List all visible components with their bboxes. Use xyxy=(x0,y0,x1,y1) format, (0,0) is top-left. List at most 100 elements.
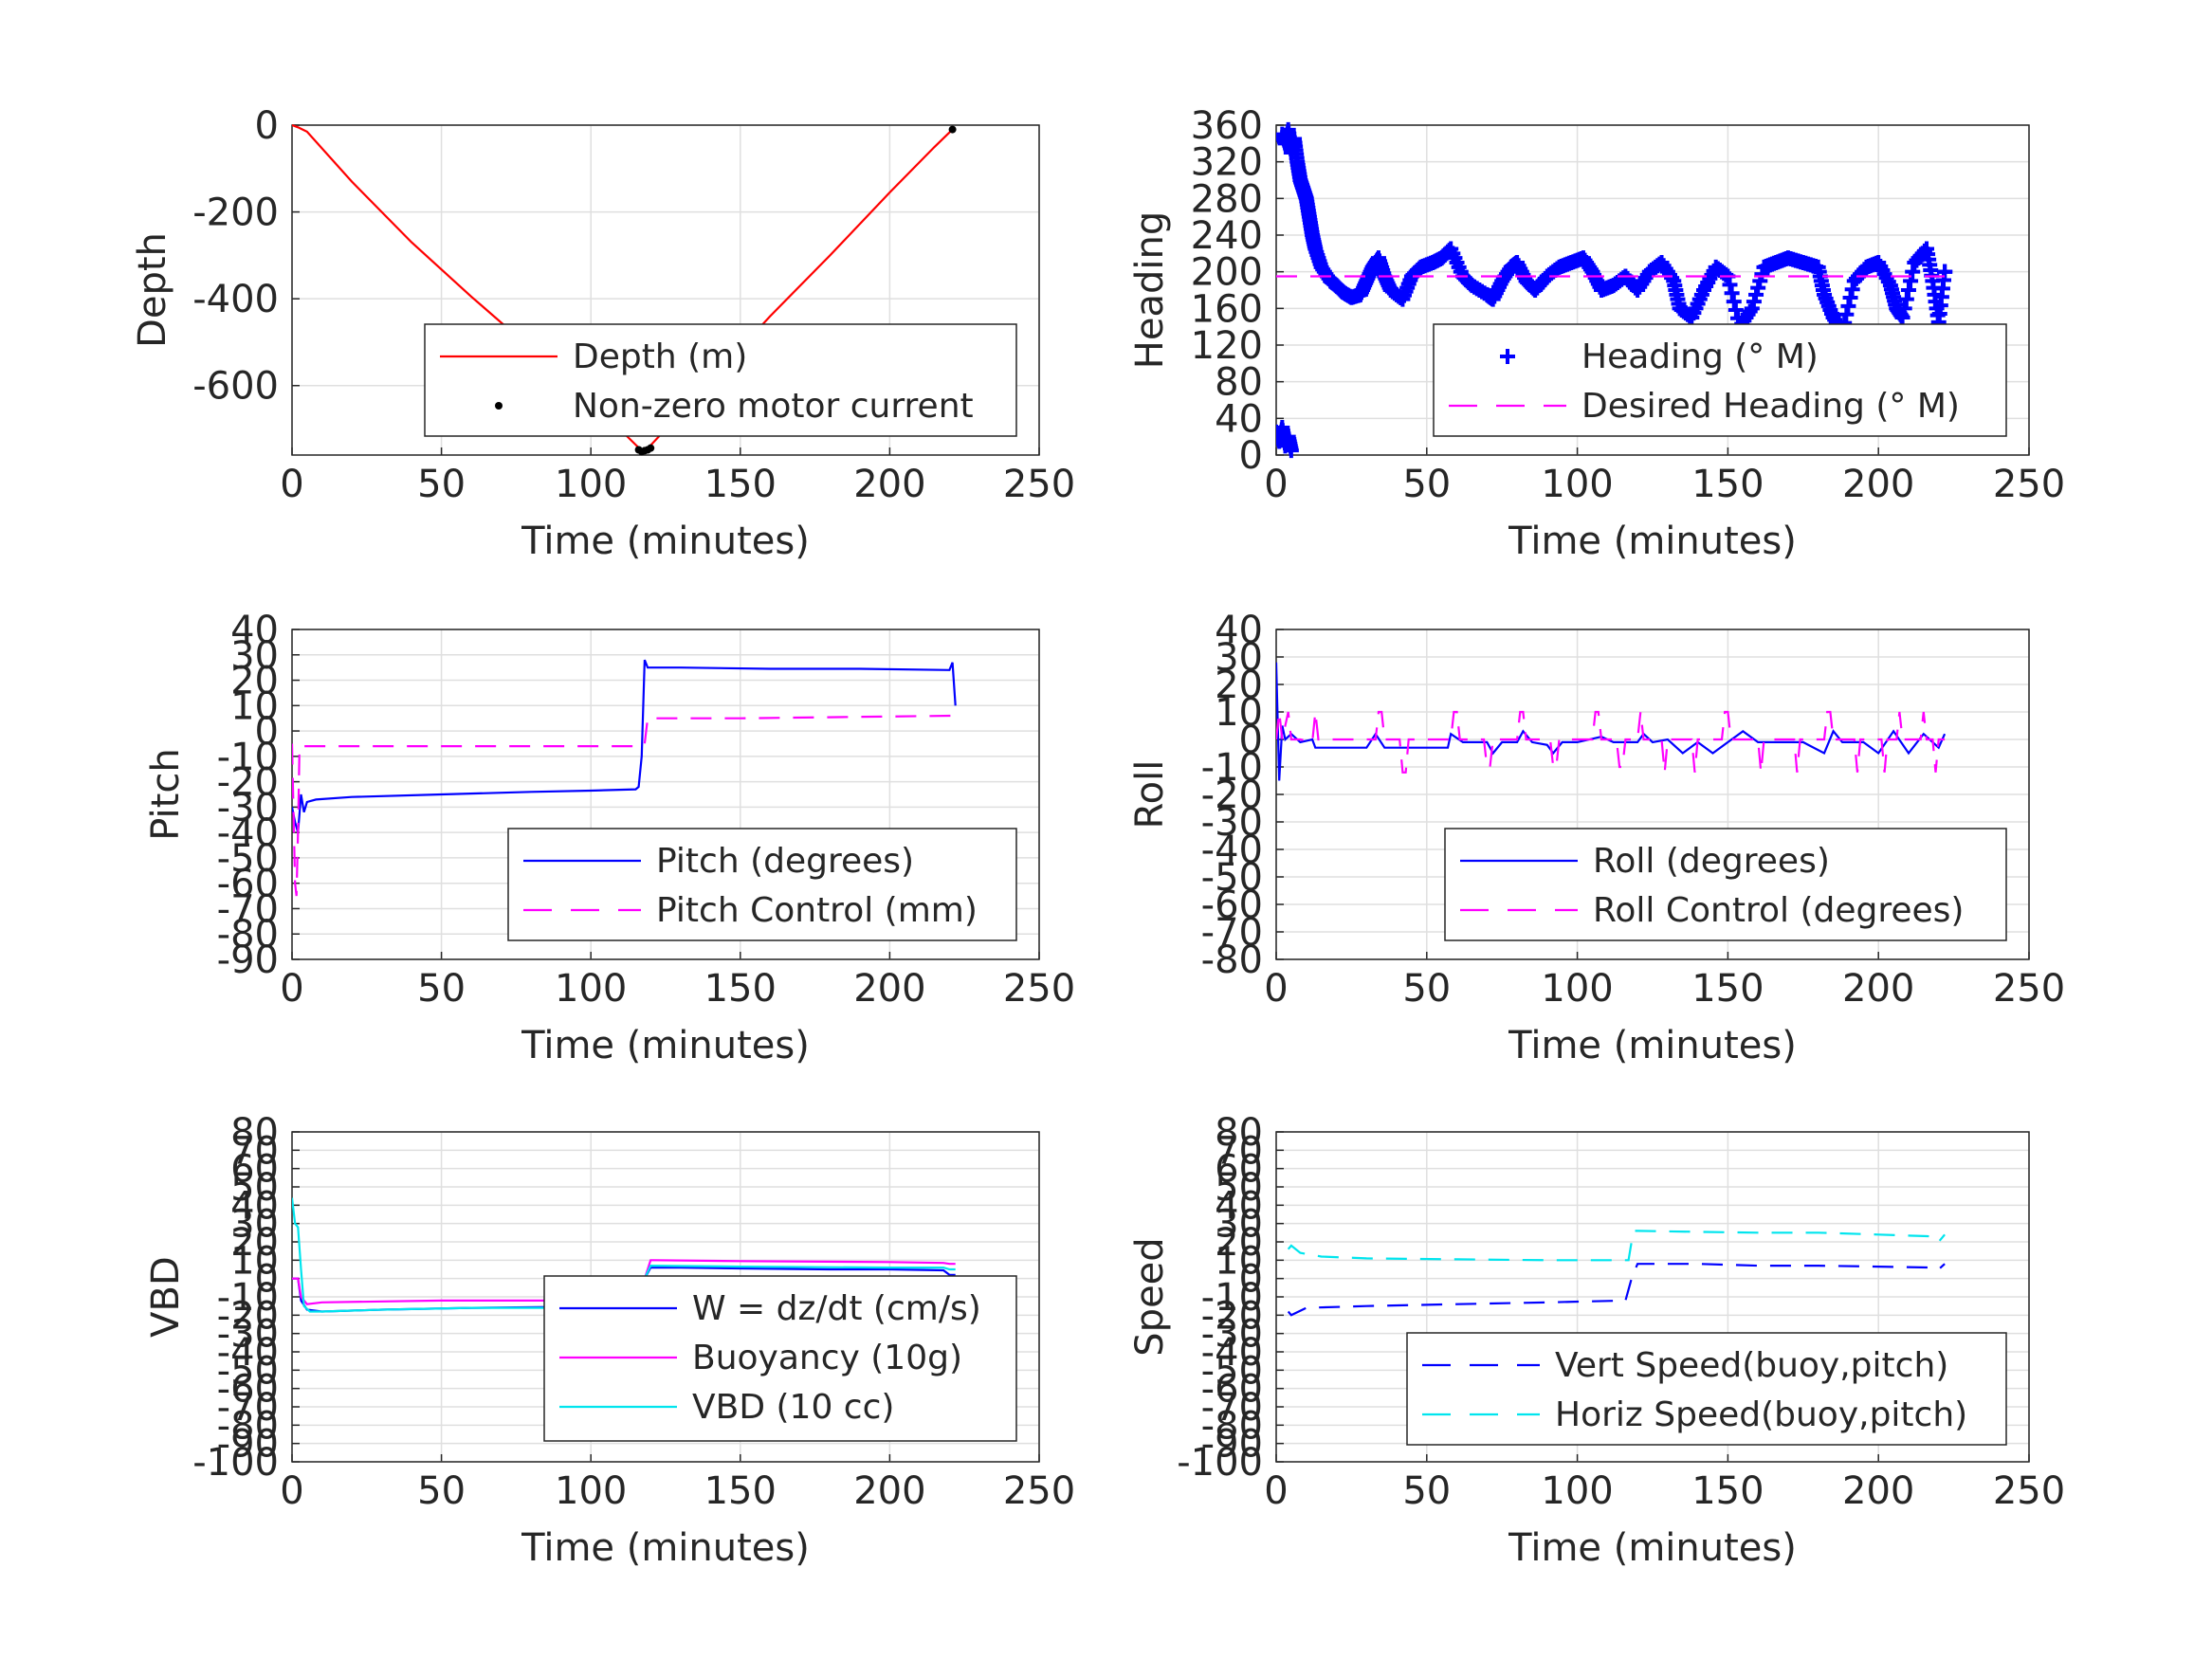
x-tick-label: 150 xyxy=(1691,1469,1764,1513)
heading-marker xyxy=(1726,294,1742,310)
legend: W = dz/dt (cm/s) Buoyancy (10g) VBD (10 cc… xyxy=(543,1275,1017,1442)
y-tick-label: 60 xyxy=(1215,1148,1263,1192)
y-tick-label: -70 xyxy=(1201,911,1263,955)
y-tick-label: -40 xyxy=(217,811,279,855)
legend-swatch xyxy=(1500,349,1515,364)
y-tick-label: -60 xyxy=(217,863,279,906)
y-tick-label: -100 xyxy=(1177,1441,1263,1485)
heading-marker xyxy=(1728,301,1744,318)
heading-marker xyxy=(1664,270,1680,286)
x-tick-label: 50 xyxy=(417,967,466,1011)
y-tick-label: 50 xyxy=(1215,1166,1263,1210)
y-tick-label: 280 xyxy=(1191,177,1263,221)
legend-label: Non-zero motor current xyxy=(573,387,974,426)
y-tick-label: -10 xyxy=(1201,746,1263,790)
y-tick-label: 40 xyxy=(1215,609,1263,652)
y-tick-label: 50 xyxy=(230,1166,279,1210)
y-tick-label: -30 xyxy=(1201,1313,1263,1357)
legend-label: Buoyancy (10g) xyxy=(692,1339,962,1377)
y-tick-label: -40 xyxy=(1201,1331,1263,1375)
x-tick-label: 100 xyxy=(555,463,627,506)
series-line-1 xyxy=(1276,710,1946,774)
x-tick-label: 50 xyxy=(1402,967,1451,1011)
x-tick-label: 250 xyxy=(1993,1469,2065,1513)
panel-vbd: 0 50 100 150 200 25080706050403020100-10-20-3… xyxy=(144,1111,1075,1570)
y-tick-label: 120 xyxy=(1191,324,1263,368)
y-tick-label: -70 xyxy=(217,887,279,931)
x-tick-label: 150 xyxy=(704,463,777,506)
panel-speed: 0 50 100 150 200 25080706050403020100-10-20-3… xyxy=(1128,1111,2065,1570)
x-tick-label: 200 xyxy=(1842,463,1914,506)
plot-series xyxy=(1276,121,1953,459)
x-tick-label: 250 xyxy=(1993,967,2065,1011)
y-tick-label: 30 xyxy=(230,634,279,678)
heading-marker xyxy=(1840,298,1856,314)
x-axis-label: Time (minutes) xyxy=(521,1024,810,1067)
y-tick-label: -30 xyxy=(1201,801,1263,845)
x-tick-label: 150 xyxy=(1691,463,1764,506)
y-tick-label: 240 xyxy=(1191,214,1263,258)
y-tick-label: 0 xyxy=(1239,719,1263,762)
legend-label: Horiz Speed(buoy,pitch) xyxy=(1555,1395,1967,1434)
axes-box xyxy=(291,1131,1040,1463)
legend-box xyxy=(507,828,1017,941)
y-axis-label: Depth xyxy=(131,232,174,348)
y-tick-label: -40 xyxy=(217,1331,279,1375)
x-tick-label: 100 xyxy=(1541,463,1613,506)
y-tick-label: -100 xyxy=(192,1441,279,1485)
legend-label: Depth (m) xyxy=(573,337,747,376)
legend-box xyxy=(424,323,1017,437)
y-tick-label: -10 xyxy=(217,736,279,779)
x-tick-label: 200 xyxy=(853,1469,925,1513)
legend-box xyxy=(1433,323,2007,437)
plot-series xyxy=(1287,1230,1946,1317)
y-tick-label: 80 xyxy=(1215,361,1263,405)
y-tick-label: -80 xyxy=(1201,939,1263,982)
x-tick-label: 100 xyxy=(555,1469,627,1513)
series-line-1 xyxy=(1287,1230,1946,1262)
x-tick-label: 0 xyxy=(280,463,303,506)
legend-label: Vert Speed(buoy,pitch) xyxy=(1555,1346,1948,1385)
axes-box xyxy=(1275,629,2030,960)
y-axis-label: Heading xyxy=(1128,211,1172,369)
y-tick-label: 10 xyxy=(230,684,279,728)
y-tick-label: -10 xyxy=(217,1276,279,1320)
legend-swatch xyxy=(495,402,503,410)
y-tick-label: 30 xyxy=(1215,636,1263,680)
y-tick-label: -80 xyxy=(217,913,279,957)
x-axis-label: Time (minutes) xyxy=(521,1526,810,1570)
y-tick-label: -10 xyxy=(1201,1276,1263,1320)
legend: Roll (degrees) Roll Control (degrees) xyxy=(1444,828,2007,941)
y-tick-label: -80 xyxy=(1201,1404,1263,1448)
y-tick-label: 320 xyxy=(1191,141,1263,185)
y-axis-label: Speed xyxy=(1128,1237,1172,1356)
x-tick-label: 250 xyxy=(1993,463,2065,506)
x-tick-label: 250 xyxy=(1003,1469,1075,1513)
legend-label: Roll (degrees) xyxy=(1593,842,1830,881)
y-tick-label: 20 xyxy=(1215,1221,1263,1265)
y-tick-label: 60 xyxy=(230,1148,279,1192)
y-tick-label: 200 xyxy=(1191,251,1263,295)
x-tick-label: 150 xyxy=(1691,967,1764,1011)
x-tick-label: 200 xyxy=(1842,967,1914,1011)
y-tick-label: 360 xyxy=(1191,104,1263,148)
y-tick-label: 40 xyxy=(230,609,279,652)
x-tick-label: 200 xyxy=(1842,1469,1914,1513)
heading-marker xyxy=(1896,301,1912,317)
x-tick-label: 0 xyxy=(1264,1469,1288,1513)
x-tick-label: 0 xyxy=(280,967,303,1011)
y-tick-label: -50 xyxy=(217,1349,279,1393)
heading-marker xyxy=(1894,310,1910,325)
legend-label: Pitch (degrees) xyxy=(656,842,914,881)
x-tick-label: 50 xyxy=(1402,1469,1451,1513)
y-tick-label: -30 xyxy=(217,786,279,830)
legend-label: Pitch Control (mm) xyxy=(656,891,978,930)
y-tick-label: 10 xyxy=(1215,1239,1263,1283)
panel-pitch: 0 50 100 150 200 250403020100-10-20-30-40-50-… xyxy=(144,609,1075,1067)
heading-marker xyxy=(1900,283,1916,298)
x-tick-label: 150 xyxy=(704,967,777,1011)
y-tick-label: 10 xyxy=(230,1239,279,1283)
y-tick-label: -60 xyxy=(217,1368,279,1412)
legend-label: VBD (10 cc) xyxy=(692,1388,894,1427)
y-tick-label: -70 xyxy=(217,1386,279,1430)
